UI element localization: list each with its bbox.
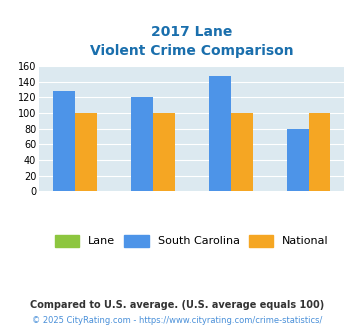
Legend: Lane, South Carolina, National: Lane, South Carolina, National: [55, 235, 328, 247]
Bar: [75, 113, 97, 191]
Text: © 2025 CityRating.com - https://www.cityrating.com/crime-statistics/: © 2025 CityRating.com - https://www.city…: [32, 315, 323, 325]
Title: 2017 Lane
Violent Crime Comparison: 2017 Lane Violent Crime Comparison: [90, 25, 294, 58]
Bar: [308, 113, 331, 191]
Bar: [153, 113, 175, 191]
Bar: [131, 97, 153, 191]
Bar: [209, 76, 231, 191]
Text: Compared to U.S. average. (U.S. average equals 100): Compared to U.S. average. (U.S. average …: [31, 300, 324, 310]
Bar: [53, 91, 75, 191]
Bar: [231, 113, 252, 191]
Bar: [287, 129, 308, 191]
